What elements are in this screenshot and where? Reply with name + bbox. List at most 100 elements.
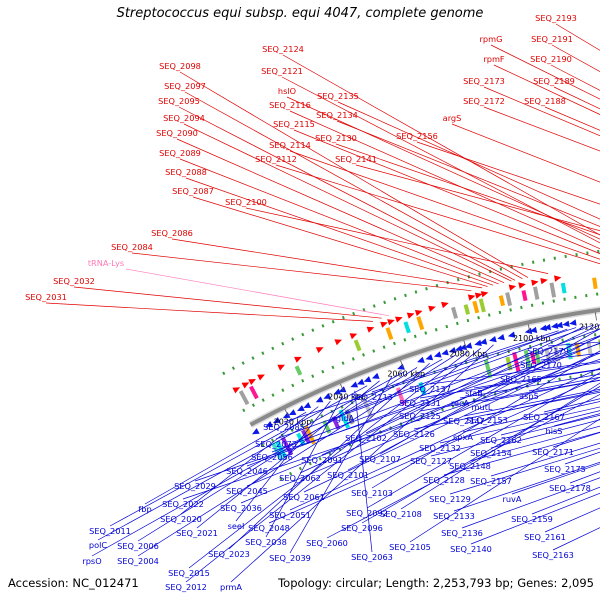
reverse-gene-arrow [265, 421, 274, 427]
forward-category-block [238, 390, 250, 406]
leader-line [184, 91, 523, 280]
gene-label: SEQ_2060 [306, 538, 348, 548]
forward-gene-arrow [480, 291, 489, 298]
gene-label: SEQ_2091 [301, 455, 343, 465]
gene-label: tRNA-Lys [88, 258, 124, 268]
leader-line [185, 177, 494, 286]
forward-gene-arrow [531, 279, 539, 286]
forward-gene-arrow [428, 305, 436, 312]
kbp-tick-label: 2080 kbp [450, 350, 488, 359]
leader-line [540, 352, 600, 361]
leader-line [268, 376, 600, 524]
reverse-gene-arrow [479, 338, 488, 345]
leader-line [240, 352, 600, 504]
forward-gene-arrow [406, 312, 415, 319]
gene-label: SEQ_2126 [393, 429, 435, 439]
gene-label: SEQ_2011 [89, 526, 131, 536]
leader-line [137, 367, 418, 542]
gene-label: SEQ_2085 [263, 422, 305, 432]
gene-label: SEQ_2147 [443, 416, 485, 426]
leader-line [462, 401, 600, 433]
forward-category-block [560, 282, 567, 294]
gene-label: SEQ_2190 [530, 54, 572, 64]
reverse-gene-arrow [350, 381, 359, 388]
forward-gene-arrow [414, 310, 423, 317]
reverse-gene-arrow [569, 319, 577, 326]
forward-gene-arrow [248, 379, 256, 385]
leader-line [293, 129, 600, 255]
reverse-gene-arrow [252, 428, 260, 435]
gene-label: SEQ_2114 [269, 140, 311, 150]
gene-label: SEQ_2032 [53, 276, 95, 286]
reverse-category-block [275, 440, 287, 458]
gene-label: spxA [453, 432, 473, 442]
forward-gene-arrow [366, 326, 375, 333]
gene-label: SEQ_2062 [279, 473, 321, 483]
reverse-gene-arrow [356, 378, 365, 385]
gene-label: SEQ_2100 [225, 197, 267, 207]
leader-line [365, 325, 585, 434]
gene-label: SEQ_2175 [544, 464, 586, 474]
gene-label: SEQ_2113 [351, 392, 393, 402]
forward-gene-arrow [467, 294, 476, 301]
gene-label: SEQ_2086 [151, 228, 193, 238]
reverse-gene-arrow [288, 409, 297, 416]
leader-line [131, 252, 472, 292]
leader-line [230, 344, 494, 583]
leader-line [265, 395, 343, 538]
gene-label: mutL [472, 402, 493, 412]
leader-line [361, 386, 600, 524]
leader-line [366, 372, 600, 509]
gene-label: SEQ_2031 [25, 292, 67, 302]
gene-label: SEQ_2098 [159, 61, 201, 71]
gene-label: SEQ_2048 [248, 523, 290, 533]
forward-category-block [549, 282, 557, 298]
gene-label: SEQ_2132 [419, 443, 461, 453]
forward-gene-arrow [508, 284, 517, 291]
gene-label: SEQ_2127 [410, 456, 452, 466]
gene-label: polC [89, 540, 107, 550]
leader-line [337, 101, 600, 220]
gene-label: SEQ_2045 [226, 486, 268, 496]
kbp-tick [527, 324, 531, 333]
forward-category-block [498, 295, 506, 307]
leader-line [493, 64, 600, 115]
leader-line [470, 492, 600, 545]
reverse-gene-arrow [464, 342, 473, 349]
leader-line [283, 327, 577, 423]
forward-gene-arrow [294, 356, 302, 363]
gene-label: argS [443, 113, 462, 123]
reverse-gene-arrow [333, 388, 342, 395]
reverse-gene-arrow [562, 320, 570, 327]
gene-label: SEQ_2105 [389, 542, 431, 552]
gene-label: SEQ_2095 [158, 96, 200, 106]
forward-category-block [505, 292, 513, 307]
gene-label: SEQ_2137 [409, 384, 451, 394]
kbp-tick [339, 383, 344, 392]
kbp-tick [284, 409, 289, 417]
reverse-gene-arrow [297, 405, 305, 411]
reverse-gene-arrow [282, 412, 291, 419]
gene-label: SEQ_2103 [351, 488, 393, 498]
forward-category-block [478, 298, 486, 313]
leader-line [486, 390, 600, 416]
forward-gene-arrow [334, 339, 342, 346]
leader-line [179, 71, 529, 278]
gene-label: SEQ_2087 [172, 186, 214, 196]
leader-line [125, 268, 389, 317]
leader-line [463, 388, 600, 417]
leader-line [449, 447, 600, 495]
reverse-category-block [303, 425, 316, 445]
gene-label: SEQ_2124 [262, 44, 304, 54]
gene-label: hisS [546, 426, 563, 436]
reverse-gene-arrow [474, 339, 482, 346]
leader-line [144, 411, 307, 505]
leader-line [483, 106, 600, 152]
gene-label: SEQ_2133 [433, 511, 475, 521]
leader-line [182, 358, 600, 500]
forward-gene-arrow [387, 319, 395, 326]
kbp-tick-label: 2100 kbp [513, 334, 551, 343]
leader-line [355, 164, 600, 232]
guide-ring-1 [222, 249, 600, 376]
gene-label: SEQ_2073 [255, 439, 297, 449]
